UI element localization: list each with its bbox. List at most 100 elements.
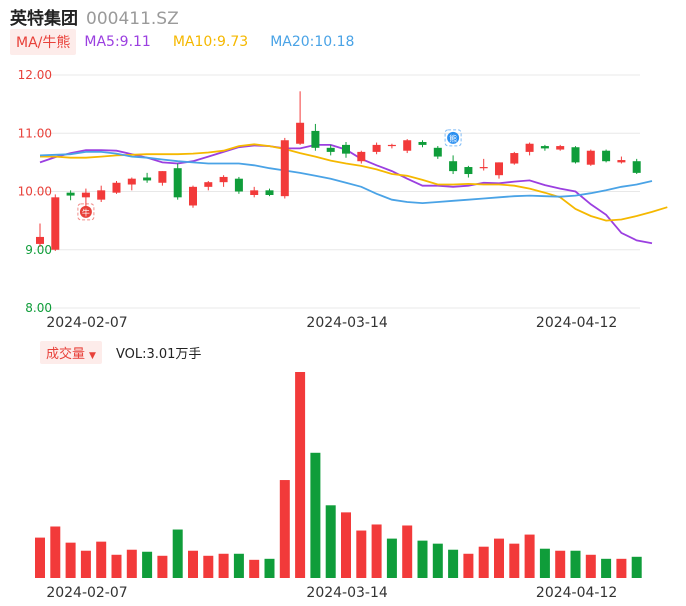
candle[interactable] (66, 190, 75, 201)
volume-bar (65, 542, 76, 578)
candle[interactable] (173, 163, 182, 200)
ma-indicator-toggle[interactable]: MA/牛熊 (10, 29, 77, 55)
candle[interactable] (112, 181, 121, 194)
price-date-label: 2024-03-14 (306, 315, 387, 331)
sell-signal-marker[interactable]: 熊 (444, 129, 462, 147)
candle[interactable] (280, 137, 289, 199)
volume-bar (279, 480, 290, 578)
buy-signal-marker[interactable]: 牛 (77, 203, 95, 221)
candle[interactable] (433, 146, 442, 159)
candle[interactable] (357, 150, 366, 164)
candle-body (66, 192, 75, 196)
candle[interactable] (617, 156, 626, 164)
candle-body (464, 167, 473, 175)
candle[interactable] (158, 171, 167, 186)
stock-name: 英特集团 (10, 9, 78, 29)
candle-body (127, 178, 136, 185)
candle[interactable] (479, 158, 488, 171)
candle[interactable] (449, 155, 458, 175)
candle[interactable] (51, 194, 60, 251)
candle[interactable] (326, 144, 335, 156)
volume-bar (172, 529, 183, 578)
volume-indicator-toggle[interactable]: 成交量 ▼ (40, 340, 102, 364)
candle[interactable] (525, 142, 534, 156)
volume-bar (494, 538, 504, 578)
volume-bar (386, 538, 397, 578)
candle[interactable] (464, 165, 473, 178)
volume-bar (417, 540, 428, 578)
price-date-label: 2024-02-07 (46, 315, 127, 331)
price-tick-label: 11.00 (18, 126, 52, 140)
candle-body (189, 186, 197, 206)
candle[interactable] (219, 175, 228, 187)
volume-bar (402, 525, 413, 578)
volume-bar (570, 550, 581, 578)
candle-body (632, 161, 641, 173)
candle[interactable] (342, 141, 350, 158)
volume-bar (631, 556, 642, 578)
candle-body (311, 130, 320, 148)
candle[interactable] (586, 149, 595, 166)
candle[interactable] (81, 188, 90, 209)
candle-body (143, 177, 152, 181)
ma-legend: MA/牛熊 MA5:9.11 MA10:9.73 MA20:10.18 (10, 29, 354, 55)
candle[interactable] (36, 223, 44, 247)
volume-bar (233, 553, 244, 578)
candle-body (219, 176, 228, 183)
volume-bar (218, 553, 229, 578)
price-date-label: 2024-04-12 (536, 315, 617, 331)
candle[interactable] (403, 139, 412, 154)
candle[interactable] (250, 186, 259, 198)
candle[interactable] (97, 185, 106, 202)
candle[interactable] (189, 185, 197, 208)
candle-body (586, 150, 595, 165)
price-tick-label: 8.00 (25, 301, 52, 315)
volume-bar (142, 551, 153, 578)
volume-bar (539, 548, 550, 578)
candle-body (250, 190, 259, 195)
candle[interactable] (265, 188, 274, 197)
volume-bar (478, 546, 489, 578)
volume-bar (203, 555, 214, 578)
candle-body (540, 146, 549, 149)
volume-bar (188, 550, 198, 578)
volume-bar (325, 505, 336, 578)
volume-bar (585, 554, 596, 578)
volume-bar (371, 524, 382, 578)
candle[interactable] (127, 177, 136, 191)
volume-bar (310, 452, 321, 578)
candle[interactable] (296, 91, 305, 145)
candle-body (97, 190, 106, 200)
candle[interactable] (602, 149, 611, 163)
candle-body (112, 182, 121, 193)
candle[interactable] (495, 162, 503, 179)
volume-bar (264, 558, 275, 578)
candle[interactable] (204, 181, 213, 191)
candle[interactable] (234, 176, 243, 194)
volume-bar (126, 549, 137, 578)
candle-body (449, 161, 458, 172)
volume-bar (356, 530, 367, 578)
candle-body (204, 182, 213, 187)
candle[interactable] (311, 123, 320, 151)
marker-dot (447, 131, 460, 144)
volume-bar (341, 512, 351, 578)
candle[interactable] (632, 158, 641, 175)
candle-body (479, 167, 488, 169)
candle[interactable] (556, 144, 565, 151)
candle[interactable] (418, 140, 427, 148)
candle[interactable] (387, 143, 396, 149)
candle[interactable] (510, 151, 519, 165)
candle-body (234, 178, 243, 192)
marker-dot (79, 205, 92, 218)
candle-body (357, 151, 366, 162)
candle[interactable] (372, 142, 381, 155)
candle[interactable] (571, 146, 580, 164)
candle-body (403, 140, 412, 151)
candle[interactable] (143, 172, 152, 183)
candle[interactable] (540, 144, 549, 151)
candle-body (81, 192, 90, 198)
candle-body (280, 140, 289, 197)
caret-down-icon: ▼ (89, 350, 96, 361)
